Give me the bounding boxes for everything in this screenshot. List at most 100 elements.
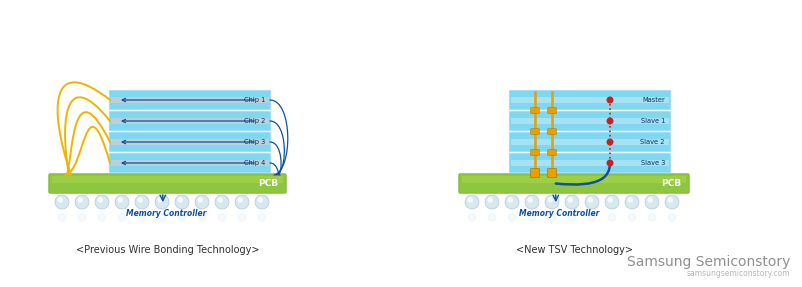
Circle shape [218,214,226,221]
Circle shape [628,214,636,221]
Circle shape [135,195,149,209]
Circle shape [255,195,269,209]
Text: Samsung Semiconstory: Samsung Semiconstory [626,255,790,269]
Text: <New TSV Technology>: <New TSV Technology> [516,245,633,255]
Text: Slave 2: Slave 2 [641,139,665,145]
Circle shape [118,214,126,221]
Circle shape [529,214,536,221]
Circle shape [78,198,83,202]
Circle shape [158,214,166,221]
FancyBboxPatch shape [531,150,539,155]
Circle shape [665,195,679,209]
Circle shape [625,195,639,209]
Text: <Previous Wire Bonding Technology>: <Previous Wire Bonding Technology> [75,245,259,255]
Text: Slave 1: Slave 1 [641,118,665,124]
Bar [511,160,669,166]
Circle shape [548,214,556,221]
Circle shape [568,214,576,221]
Circle shape [668,214,676,221]
Circle shape [238,198,242,202]
FancyBboxPatch shape [109,90,271,110]
Text: Chip 4: Chip 4 [244,160,265,166]
Circle shape [235,195,249,209]
Circle shape [258,214,265,221]
Text: Memory Controller: Memory Controller [126,209,206,218]
Circle shape [195,195,209,209]
Text: PCB: PCB [661,179,681,188]
Circle shape [648,214,656,221]
Circle shape [115,195,129,209]
Circle shape [59,198,63,202]
Circle shape [468,214,476,221]
Circle shape [607,139,613,145]
Text: Slave 3: Slave 3 [641,160,665,166]
Bar [511,118,669,124]
FancyBboxPatch shape [509,153,670,173]
Text: Memory Controller: Memory Controller [519,209,599,218]
FancyBboxPatch shape [531,129,539,134]
Bar [111,97,269,103]
Circle shape [155,195,169,209]
Circle shape [568,198,573,202]
Circle shape [55,195,69,209]
FancyBboxPatch shape [509,132,670,152]
Circle shape [178,214,186,221]
Circle shape [218,198,222,202]
Bar [111,160,269,166]
Circle shape [95,195,109,209]
Circle shape [215,195,229,209]
Circle shape [668,198,672,202]
Circle shape [75,195,89,209]
FancyBboxPatch shape [109,111,271,131]
Circle shape [508,198,512,202]
Bar [52,176,283,183]
Circle shape [198,214,206,221]
Circle shape [505,195,519,209]
FancyBboxPatch shape [531,108,539,113]
Circle shape [648,198,652,202]
Circle shape [78,214,86,221]
Bar [511,139,669,145]
Text: Chip 1: Chip 1 [244,97,265,103]
Bar [511,97,669,103]
Circle shape [198,198,202,202]
Circle shape [138,214,146,221]
Circle shape [175,195,189,209]
Circle shape [565,195,579,209]
Circle shape [158,198,162,202]
Circle shape [605,195,619,209]
Circle shape [258,198,262,202]
Text: Chip 2: Chip 2 [244,118,265,124]
Circle shape [645,195,659,209]
FancyBboxPatch shape [509,111,670,131]
Circle shape [488,214,496,221]
Circle shape [608,214,616,221]
FancyBboxPatch shape [548,129,557,134]
Text: PCB: PCB [258,179,278,188]
Circle shape [607,97,613,103]
Circle shape [485,195,499,209]
FancyBboxPatch shape [459,174,689,193]
Text: Chip 3: Chip 3 [244,139,265,145]
Circle shape [98,214,106,221]
Circle shape [607,160,613,166]
FancyBboxPatch shape [548,168,557,177]
FancyBboxPatch shape [509,90,670,110]
Circle shape [488,198,492,202]
Circle shape [465,195,479,209]
FancyBboxPatch shape [548,150,557,155]
Circle shape [588,214,596,221]
Text: samsungsemiconstory.com: samsungsemiconstory.com [687,269,790,278]
Circle shape [238,214,246,221]
Circle shape [138,198,142,202]
Circle shape [529,198,533,202]
Circle shape [607,118,613,124]
Circle shape [178,198,182,202]
Text: Master: Master [642,97,665,103]
Circle shape [585,195,599,209]
Circle shape [118,198,123,202]
FancyBboxPatch shape [548,108,557,113]
Bar [462,176,686,183]
FancyBboxPatch shape [109,153,271,173]
Circle shape [508,214,516,221]
